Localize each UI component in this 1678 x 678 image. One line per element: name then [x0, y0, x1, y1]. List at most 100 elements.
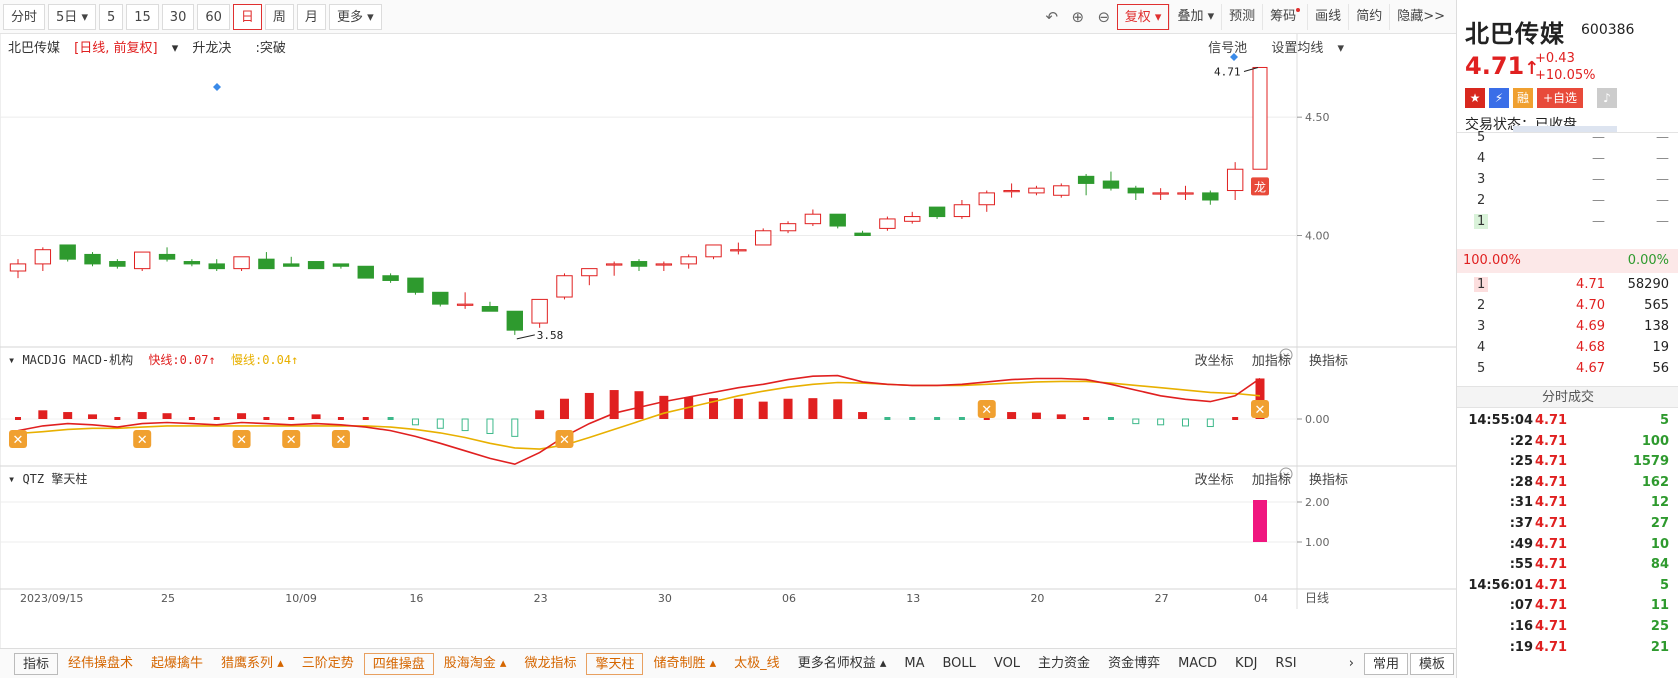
trade-time: :25: [1509, 454, 1533, 470]
macd-bar: [1056, 414, 1066, 419]
tab-taiji[interactable]: 太极_线: [726, 653, 788, 675]
caret-down-icon[interactable]: ▾: [8, 353, 23, 367]
bid-row[interactable]: 5 4.67 56: [1457, 358, 1678, 380]
tab-chuqi[interactable]: 储奇制胜 ▴: [645, 653, 724, 675]
macd-bar: [213, 417, 220, 420]
period-intraday-button[interactable]: 分时: [3, 3, 46, 30]
hide-button[interactable]: 隐藏>>: [1389, 4, 1452, 30]
bid-row[interactable]: 1 4.71 58290: [1457, 274, 1678, 296]
x-axis-label: 27: [1155, 592, 1169, 605]
bid-level: 5: [1477, 361, 1486, 376]
ask-level: 4: [1477, 151, 1486, 166]
draw-line-button[interactable]: 画线: [1307, 4, 1348, 30]
zoom-in-icon[interactable]: ⊕: [1071, 8, 1085, 26]
macd-bar: [486, 418, 494, 434]
tab-template[interactable]: 模板: [1409, 653, 1454, 675]
ask-row[interactable]: 5 — —: [1457, 127, 1678, 149]
simple-button[interactable]: 简约: [1348, 4, 1389, 30]
tab-qibao[interactable]: 起爆擒牛: [143, 653, 211, 675]
ratio-left: 100.00%: [1463, 253, 1521, 268]
stock-name-label: 北巴传媒: [8, 41, 61, 56]
macd-bar: [511, 418, 519, 437]
ask-volume: —: [1656, 151, 1669, 166]
tab-qingtianzhu[interactable]: 擎天柱: [586, 652, 644, 675]
period-5day-button[interactable]: 5日 ▾: [48, 3, 96, 30]
add-watchlist-button[interactable]: +自选: [1537, 88, 1583, 108]
set-ma-button[interactable]: 设置均线 ▾: [1261, 41, 1344, 56]
candle-body: [1152, 192, 1169, 195]
tab-fund-game[interactable]: 资金博弈: [1108, 655, 1161, 671]
change-axis-button[interactable]: 改坐标: [1194, 473, 1234, 488]
tab-main-funds[interactable]: 主力资金: [1038, 655, 1091, 671]
chart-area[interactable]: 4.50 4.00 4.71 3.58 龙 0.00 ✕ ✕ ✕ ✕ ✕ ✕ ✕ ✕ 2.00 1.00 202…: [0, 34, 1456, 648]
bell-icon[interactable]: ♪: [1597, 88, 1617, 108]
bid-volume: 565: [1644, 298, 1669, 313]
period-month-button[interactable]: 月: [296, 3, 326, 30]
period-week-button[interactable]: 周: [264, 3, 294, 30]
bid-row[interactable]: 2 4.70 565: [1457, 295, 1678, 317]
quote-stock-name: 北巴传媒: [1465, 20, 1565, 48]
ask-row[interactable]: 4 — —: [1457, 148, 1678, 170]
trade-time: :19: [1509, 639, 1533, 655]
tab-kdj[interactable]: KDJ: [1235, 655, 1258, 671]
x-axis-label: 23: [534, 592, 548, 605]
macd-panel-tools: 改坐标 加指标 换指标: [1181, 350, 1348, 369]
ask-row[interactable]: 1 — —: [1457, 211, 1678, 233]
chevron-down-icon: ▾: [81, 9, 88, 25]
tab-rsi[interactable]: RSI: [1275, 655, 1297, 671]
undo-icon[interactable]: ↶: [1045, 8, 1059, 26]
trade-time: 14:55:04: [1468, 413, 1533, 428]
adjust-button[interactable]: 复权 ▾: [1116, 4, 1170, 30]
trade-volume: 84: [1650, 557, 1669, 573]
period-more-button[interactable]: 更多 ▾: [328, 3, 382, 30]
period-15min-button[interactable]: 15: [126, 3, 159, 30]
macd-bar: [436, 418, 444, 429]
period-day-button[interactable]: 日: [232, 3, 262, 30]
tab-boll[interactable]: BOLL: [942, 655, 976, 671]
forecast-button[interactable]: 预测: [1221, 4, 1262, 30]
switch-indicator-button[interactable]: 换指标: [1308, 473, 1348, 488]
bid-price: 4.68: [1576, 340, 1605, 355]
switch-indicator-button[interactable]: 换指标: [1308, 354, 1348, 369]
tab-indicators[interactable]: 指标: [14, 652, 59, 675]
tab-vol[interactable]: VOL: [993, 655, 1021, 671]
bid-row[interactable]: 4 4.68 19: [1457, 337, 1678, 359]
tab-sanjie[interactable]: 三阶定势: [294, 653, 362, 675]
tab-jingwei[interactable]: 经伟操盘术: [60, 653, 141, 675]
adjust-label: 复权: [1124, 10, 1151, 25]
tab-more-masters[interactable]: 更多名师权益 ▴: [790, 653, 895, 675]
tab-ma[interactable]: MA: [904, 655, 925, 671]
period-60min-button[interactable]: 60: [197, 3, 230, 30]
add-indicator-button[interactable]: 加指标: [1251, 473, 1291, 488]
indicator-selector[interactable]: ▾ 升龙决: [172, 41, 242, 56]
ask-level: 3: [1477, 172, 1486, 187]
candle-body: [1127, 187, 1145, 194]
zoom-out-icon[interactable]: ⊖: [1097, 8, 1111, 26]
tab-siwei[interactable]: 四维操盘: [363, 652, 434, 675]
overlay-button[interactable]: 叠加 ▾: [1169, 4, 1221, 30]
chips-button[interactable]: 筹码: [1262, 4, 1307, 30]
tab-lieying[interactable]: 猎鹰系列 ▴: [213, 653, 292, 675]
ask-row[interactable]: 3 — —: [1457, 169, 1678, 191]
period-30min-button[interactable]: 30: [161, 3, 195, 30]
bid-row[interactable]: 3 4.69 138: [1457, 316, 1678, 338]
macd-bar: [1206, 418, 1214, 428]
signal-pool-button[interactable]: 信号池: [1208, 41, 1248, 56]
bid-level: 4: [1477, 340, 1486, 355]
candle-body: [84, 253, 101, 265]
change-axis-button[interactable]: 改坐标: [1194, 354, 1234, 369]
caret-down-icon[interactable]: ▾: [8, 472, 23, 486]
add-indicator-button[interactable]: 加指标: [1251, 354, 1291, 369]
period-5min-button[interactable]: 5: [98, 3, 124, 30]
tab-guhai[interactable]: 股海淘金 ▴: [436, 653, 515, 675]
scroll-handle[interactable]: [1513, 126, 1617, 132]
tab-macd[interactable]: MACD: [1178, 655, 1218, 671]
ask-row[interactable]: 2 — —: [1457, 190, 1678, 212]
macd-bar: [535, 410, 545, 419]
chevron-right-icon[interactable]: ›: [1348, 656, 1354, 671]
trade-row: :37 4.71 27: [1457, 514, 1678, 535]
tab-weilong[interactable]: 微龙指标: [516, 653, 584, 675]
macd-bar: [958, 417, 965, 420]
tab-common[interactable]: 常用: [1363, 653, 1408, 675]
